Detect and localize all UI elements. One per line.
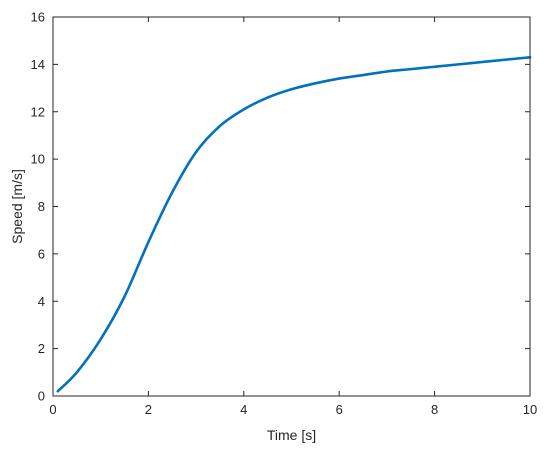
x-axis-label: Time [s]	[267, 427, 316, 443]
y-tick-label: 2	[38, 341, 45, 356]
series-layer	[56, 55, 532, 393]
x-tick-label: 0	[49, 402, 56, 417]
x-tick-label: 6	[336, 402, 343, 417]
y-tick-label: 6	[38, 246, 45, 261]
x-tick-label: 2	[145, 402, 152, 417]
ticks-layer	[52, 16, 531, 397]
y-tick-label: 16	[31, 10, 45, 25]
labels-layer: 0 2 4 6 8 10 0 2 4 6 8 10 12 14 16	[31, 10, 538, 418]
y-axis-label: Speed [m/s]	[9, 169, 25, 244]
y-tick-label: 4	[38, 294, 45, 309]
speed-series-line	[56, 55, 532, 393]
y-tick-label: 8	[38, 199, 45, 214]
y-tick-label: 14	[31, 57, 45, 72]
y-tick-label: 10	[31, 152, 45, 167]
x-tick-label: 4	[240, 402, 247, 417]
x-tick-label: 10	[523, 402, 537, 417]
plot-frame	[52, 16, 531, 397]
y-tick-label: 0	[38, 389, 45, 404]
y-tick-label: 12	[31, 104, 45, 119]
x-tick-label: 8	[431, 402, 438, 417]
